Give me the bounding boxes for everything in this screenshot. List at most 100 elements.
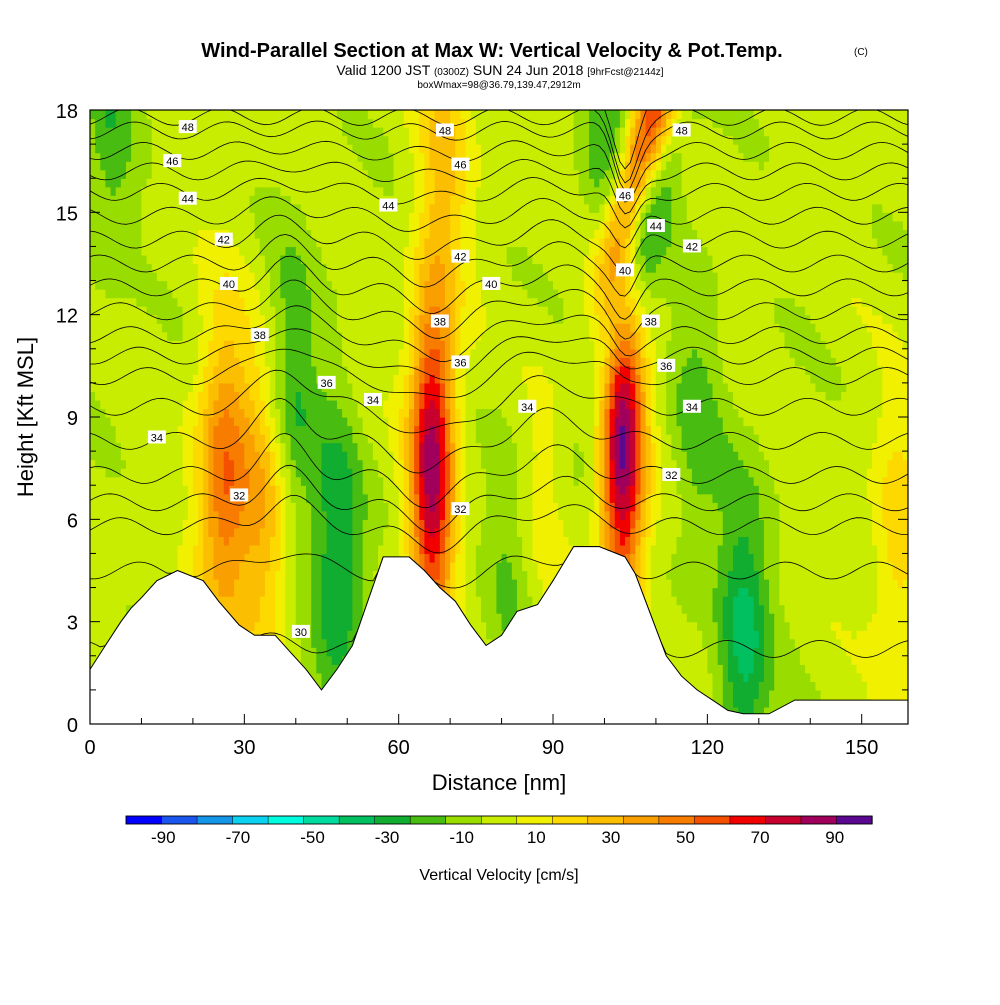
velocity-cell: [254, 434, 261, 444]
velocity-cell: [234, 391, 240, 401]
velocity-cell: [352, 220, 359, 230]
velocity-cell: [347, 323, 353, 333]
velocity-cell: [131, 280, 137, 290]
velocity-cell: [347, 178, 353, 188]
velocity-cell: [295, 110, 302, 120]
velocity-cell: [300, 655, 307, 665]
velocity-cell: [156, 229, 163, 239]
velocity-cell: [285, 280, 292, 290]
velocity-cell: [167, 493, 173, 503]
velocity-cell: [424, 536, 431, 546]
velocity-cell: [275, 135, 281, 145]
velocity-cell: [285, 220, 292, 230]
velocity-cell: [198, 314, 204, 324]
velocity-cell: [110, 417, 117, 427]
velocity-cell: [300, 186, 307, 196]
velocity-cell: [270, 297, 276, 307]
velocity-cell: [290, 587, 297, 597]
velocity-cell: [254, 272, 261, 282]
velocity-cell: [285, 519, 292, 529]
velocity-cell: [326, 468, 333, 478]
velocity-cell: [347, 587, 353, 597]
velocity-cell: [187, 220, 194, 230]
velocity-cell: [275, 451, 281, 461]
velocity-cell: [146, 263, 153, 273]
velocity-cell: [424, 306, 431, 316]
velocity-cell: [383, 459, 389, 469]
velocity-cell: [331, 118, 338, 128]
velocity-cell: [234, 596, 240, 606]
velocity-cell: [321, 348, 328, 358]
velocity-cell: [311, 408, 317, 418]
velocity-cell: [126, 195, 132, 205]
velocity-cell: [223, 272, 230, 282]
velocity-cell: [192, 485, 199, 495]
velocity-cell: [100, 485, 107, 495]
velocity-cell: [172, 340, 179, 350]
velocity-cell: [203, 527, 209, 537]
velocity-cell: [182, 323, 189, 333]
velocity-cell: [398, 476, 405, 486]
velocity-cell: [182, 135, 189, 145]
velocity-cell: [414, 186, 420, 196]
velocity-cell: [439, 417, 446, 427]
velocity-cell: [120, 459, 127, 469]
velocity-cell: [244, 152, 251, 162]
velocity-cell: [141, 186, 148, 196]
velocity-cell: [388, 263, 395, 273]
velocity-cell: [352, 561, 359, 572]
velocity-cell: [259, 229, 266, 239]
velocity-cell: [198, 340, 204, 350]
velocity-cell: [249, 280, 256, 290]
velocity-cell: [254, 229, 261, 239]
velocity-cell: [244, 561, 251, 572]
velocity-cell: [146, 476, 153, 486]
velocity-cell: [357, 527, 364, 537]
velocity-cell: [136, 297, 143, 307]
velocity-cell: [100, 502, 107, 512]
velocity-cell: [187, 144, 194, 154]
velocity-cell: [388, 306, 395, 316]
velocity-cell: [285, 246, 292, 256]
velocity-cell: [347, 570, 353, 580]
velocity-cell: [336, 596, 343, 606]
velocity-cell: [115, 110, 122, 120]
velocity-cell: [326, 399, 333, 410]
velocity-cell: [95, 417, 101, 427]
velocity-cell: [321, 664, 328, 674]
velocity-cell: [306, 289, 312, 299]
velocity-cell: [126, 399, 132, 410]
velocity-cell: [126, 254, 132, 265]
velocity-cell: [110, 519, 117, 529]
velocity-cell: [352, 451, 359, 461]
velocity-cell: [218, 485, 225, 495]
velocity-cell: [424, 144, 431, 154]
velocity-cell: [357, 570, 364, 580]
velocity-cell: [259, 510, 266, 520]
velocity-cell: [342, 536, 348, 546]
velocity-cell: [239, 417, 245, 427]
velocity-cell: [208, 280, 215, 290]
velocity-cell: [408, 544, 415, 555]
velocity-cell: [110, 408, 117, 418]
velocity-cell: [352, 263, 359, 273]
velocity-cell: [254, 280, 261, 290]
velocity-cell: [259, 237, 266, 248]
velocity-cell: [136, 382, 143, 393]
velocity-cell: [408, 127, 415, 137]
velocity-cell: [223, 587, 230, 597]
velocity-cell: [239, 442, 245, 452]
velocity-cell: [192, 451, 199, 461]
velocity-cell: [357, 161, 364, 171]
velocity-cell: [270, 203, 276, 213]
velocity-cell: [439, 161, 446, 171]
velocity-cell: [357, 331, 364, 341]
velocity-cell: [213, 391, 220, 401]
velocity-cell: [234, 161, 240, 171]
velocity-cell: [198, 169, 204, 179]
velocity-cell: [336, 391, 343, 401]
velocity-cell: [295, 527, 302, 537]
velocity-cell: [182, 340, 189, 350]
velocity-cell: [362, 272, 369, 282]
velocity-cell: [295, 127, 302, 137]
